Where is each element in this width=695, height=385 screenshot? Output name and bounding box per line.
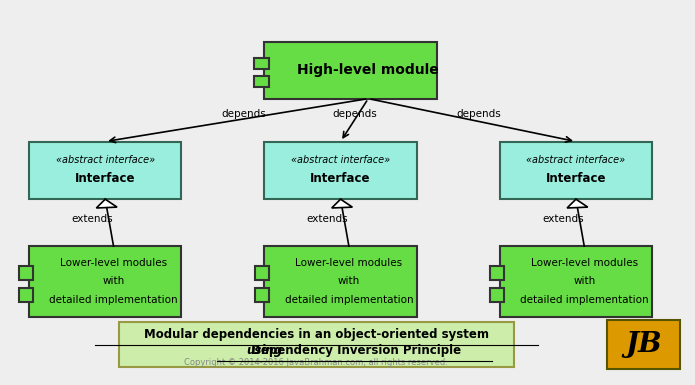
FancyBboxPatch shape — [254, 76, 269, 87]
FancyBboxPatch shape — [255, 288, 268, 303]
Text: using: using — [246, 344, 282, 357]
Text: «abstract interface»: «abstract interface» — [526, 155, 626, 165]
FancyBboxPatch shape — [607, 320, 680, 368]
Text: depends: depends — [457, 109, 501, 119]
Text: with: with — [102, 276, 124, 286]
Text: Lower-level modules: Lower-level modules — [295, 258, 402, 268]
Text: Lower-level modules: Lower-level modules — [60, 258, 167, 268]
FancyBboxPatch shape — [490, 266, 504, 280]
Text: Lower-level modules: Lower-level modules — [531, 258, 638, 268]
Text: with: with — [573, 276, 596, 286]
Text: Interface: Interface — [311, 172, 371, 184]
FancyBboxPatch shape — [19, 266, 33, 280]
FancyBboxPatch shape — [500, 142, 652, 199]
FancyBboxPatch shape — [29, 246, 181, 316]
FancyBboxPatch shape — [264, 42, 437, 99]
FancyBboxPatch shape — [254, 58, 269, 69]
Text: «abstract interface»: «abstract interface» — [291, 155, 390, 165]
Text: High-level module: High-level module — [297, 63, 439, 77]
Polygon shape — [332, 199, 352, 208]
Text: extends: extends — [542, 214, 584, 224]
Text: extends: extends — [306, 214, 348, 224]
Text: Modular dependencies in an object-oriented system: Modular dependencies in an object-orient… — [144, 328, 489, 341]
FancyBboxPatch shape — [490, 288, 504, 303]
FancyBboxPatch shape — [119, 321, 514, 367]
Text: depends: depends — [332, 109, 377, 119]
FancyBboxPatch shape — [500, 246, 652, 316]
Text: Dependency Inversion Principle: Dependency Inversion Principle — [247, 344, 461, 357]
Text: Interface: Interface — [75, 172, 136, 184]
Text: depends: depends — [221, 109, 266, 119]
Polygon shape — [97, 199, 117, 208]
Text: Copyright © 2014-2016 JavaBrahman.com, all rights reserved.: Copyright © 2014-2016 JavaBrahman.com, a… — [184, 358, 448, 367]
FancyBboxPatch shape — [19, 288, 33, 303]
Text: detailed implementation: detailed implementation — [284, 295, 414, 305]
FancyBboxPatch shape — [264, 246, 417, 316]
Text: detailed implementation: detailed implementation — [520, 295, 648, 305]
Text: «abstract interface»: «abstract interface» — [56, 155, 155, 165]
FancyBboxPatch shape — [29, 142, 181, 199]
Text: detailed implementation: detailed implementation — [49, 295, 178, 305]
FancyBboxPatch shape — [264, 142, 417, 199]
Text: with: with — [338, 276, 360, 286]
Text: extends: extends — [72, 214, 113, 224]
FancyBboxPatch shape — [255, 266, 268, 280]
Polygon shape — [567, 199, 588, 208]
Text: JB: JB — [625, 331, 662, 358]
Text: Interface: Interface — [546, 172, 606, 184]
